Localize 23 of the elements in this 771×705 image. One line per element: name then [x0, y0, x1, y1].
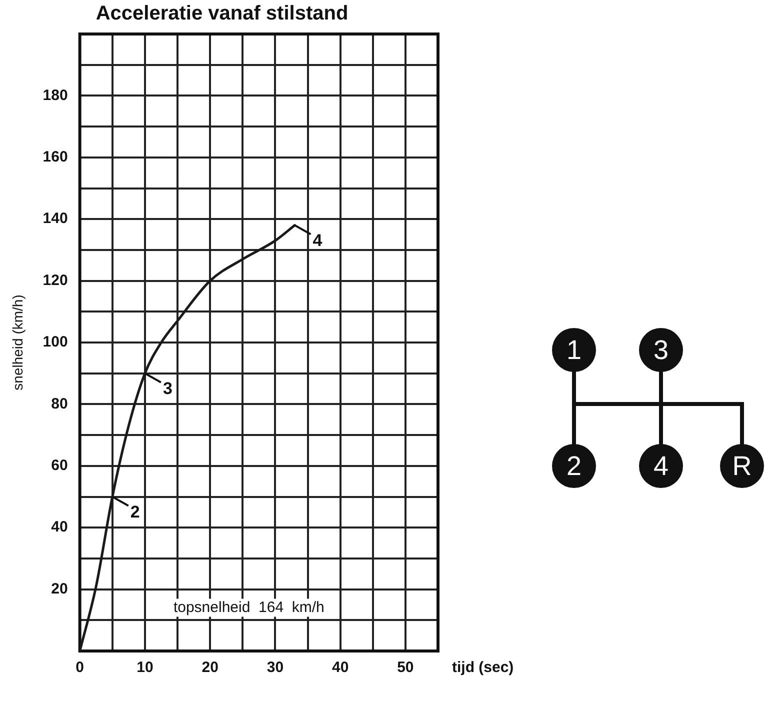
gear-shift-diagram: 1 3 2 4 R	[540, 320, 766, 490]
x-tick-label: 20	[202, 659, 218, 676]
annotation: topsnelheid 164 km/h	[173, 598, 324, 616]
x-tick-label: 30	[266, 659, 284, 676]
x-tick-label: 40	[332, 659, 349, 676]
y-axis-title: snelheid (km/h)	[9, 294, 26, 390]
y-tick-label: 40	[51, 518, 68, 536]
y-tick-label: 80	[51, 395, 68, 412]
y-tick-label: 160	[42, 148, 68, 166]
y-tick-label: 120	[42, 272, 68, 289]
x-tick-label: 10	[136, 659, 154, 676]
y-tick-label: 180	[42, 86, 68, 104]
chart-title: Acceleratie vanaf stilstand	[96, 2, 348, 25]
y-tick-label: 60	[51, 457, 68, 474]
y-tick-label: 140	[42, 210, 68, 228]
x-tick-label: 50	[397, 659, 414, 676]
x-tick-label: 0	[76, 659, 84, 676]
annotation: 2	[130, 502, 140, 522]
annotation: 3	[162, 379, 172, 398]
y-tick-label: 20	[51, 580, 68, 598]
annotation: 4	[312, 230, 323, 250]
y-tick-label: 100	[42, 334, 68, 351]
x-axis-title: tijd (sec)	[452, 659, 514, 676]
